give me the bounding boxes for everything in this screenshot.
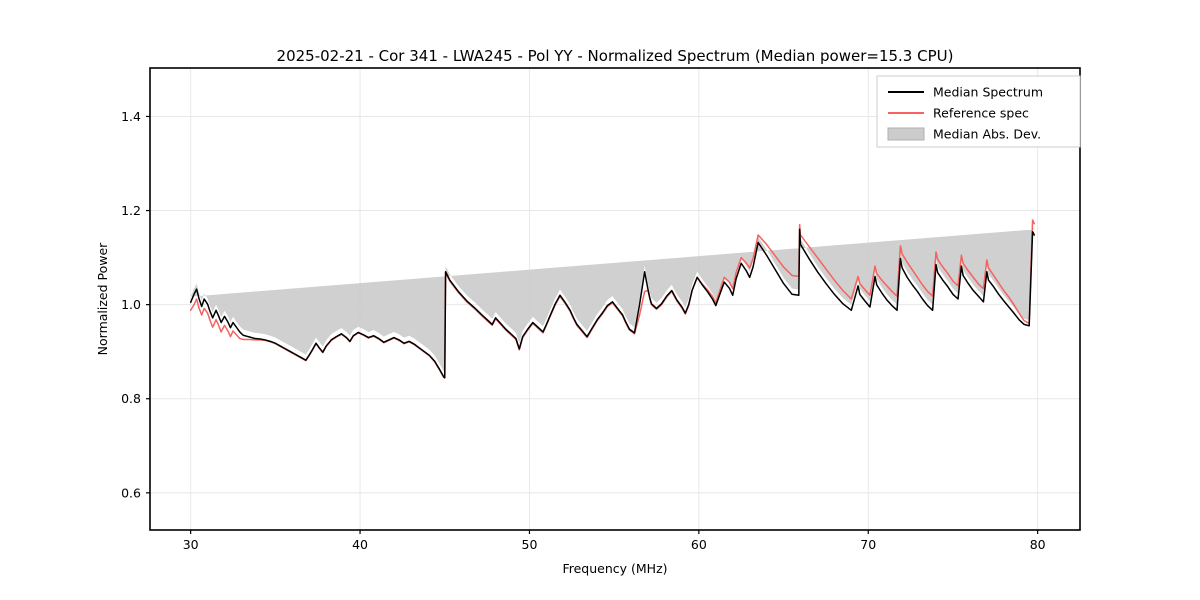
axes-frame bbox=[149, 67, 1081, 531]
legend-item-median-abs-dev-[interactable]: Median Abs. Dev. bbox=[887, 127, 1041, 142]
legend-label: Reference spec bbox=[933, 106, 1029, 121]
y-axis-label: Normalized Power bbox=[95, 242, 110, 356]
y-tick-label: 0.8 bbox=[121, 391, 141, 406]
y-tick-label: 1.4 bbox=[121, 109, 141, 124]
legend-label: Median Abs. Dev. bbox=[933, 127, 1041, 142]
legend-item-reference-spec[interactable]: Reference spec bbox=[888, 106, 1029, 121]
chart-legend[interactable]: Median Spectrum Reference spec Median Abs.… bbox=[876, 75, 1081, 148]
x-tick-label: 30 bbox=[183, 537, 199, 552]
x-axis-ticks: 30 40 50 60 70 80 bbox=[183, 530, 1046, 552]
x-tick-label: 60 bbox=[691, 537, 707, 552]
series-line-median-spectrum bbox=[189, 228, 1036, 379]
y-tick-label: 0.6 bbox=[121, 485, 141, 500]
x-axis-label: Frequency (MHz) bbox=[562, 561, 667, 576]
legend-item-median-spectrum[interactable]: Median Spectrum bbox=[888, 85, 1043, 100]
legend-band-swatch bbox=[887, 127, 925, 141]
median-abs-dev-band bbox=[190, 223, 1035, 372]
x-tick-label: 40 bbox=[352, 537, 368, 552]
x-tick-label: 80 bbox=[1030, 537, 1046, 552]
legend-label: Median Spectrum bbox=[933, 85, 1043, 100]
x-tick-label: 70 bbox=[860, 537, 876, 552]
y-tick-label: 1.0 bbox=[121, 297, 141, 312]
y-tick-label: 1.2 bbox=[121, 203, 141, 218]
x-tick-label: 50 bbox=[522, 537, 538, 552]
chart-title: 2025-02-21 - Cor 341 - LWA245 - Pol YY -… bbox=[277, 47, 954, 65]
y-axis-ticks: 0.6 0.8 1.0 1.2 1.4 bbox=[121, 109, 150, 500]
mad-band-area bbox=[190, 223, 1035, 372]
spectrum-series-layer bbox=[189, 219, 1036, 379]
